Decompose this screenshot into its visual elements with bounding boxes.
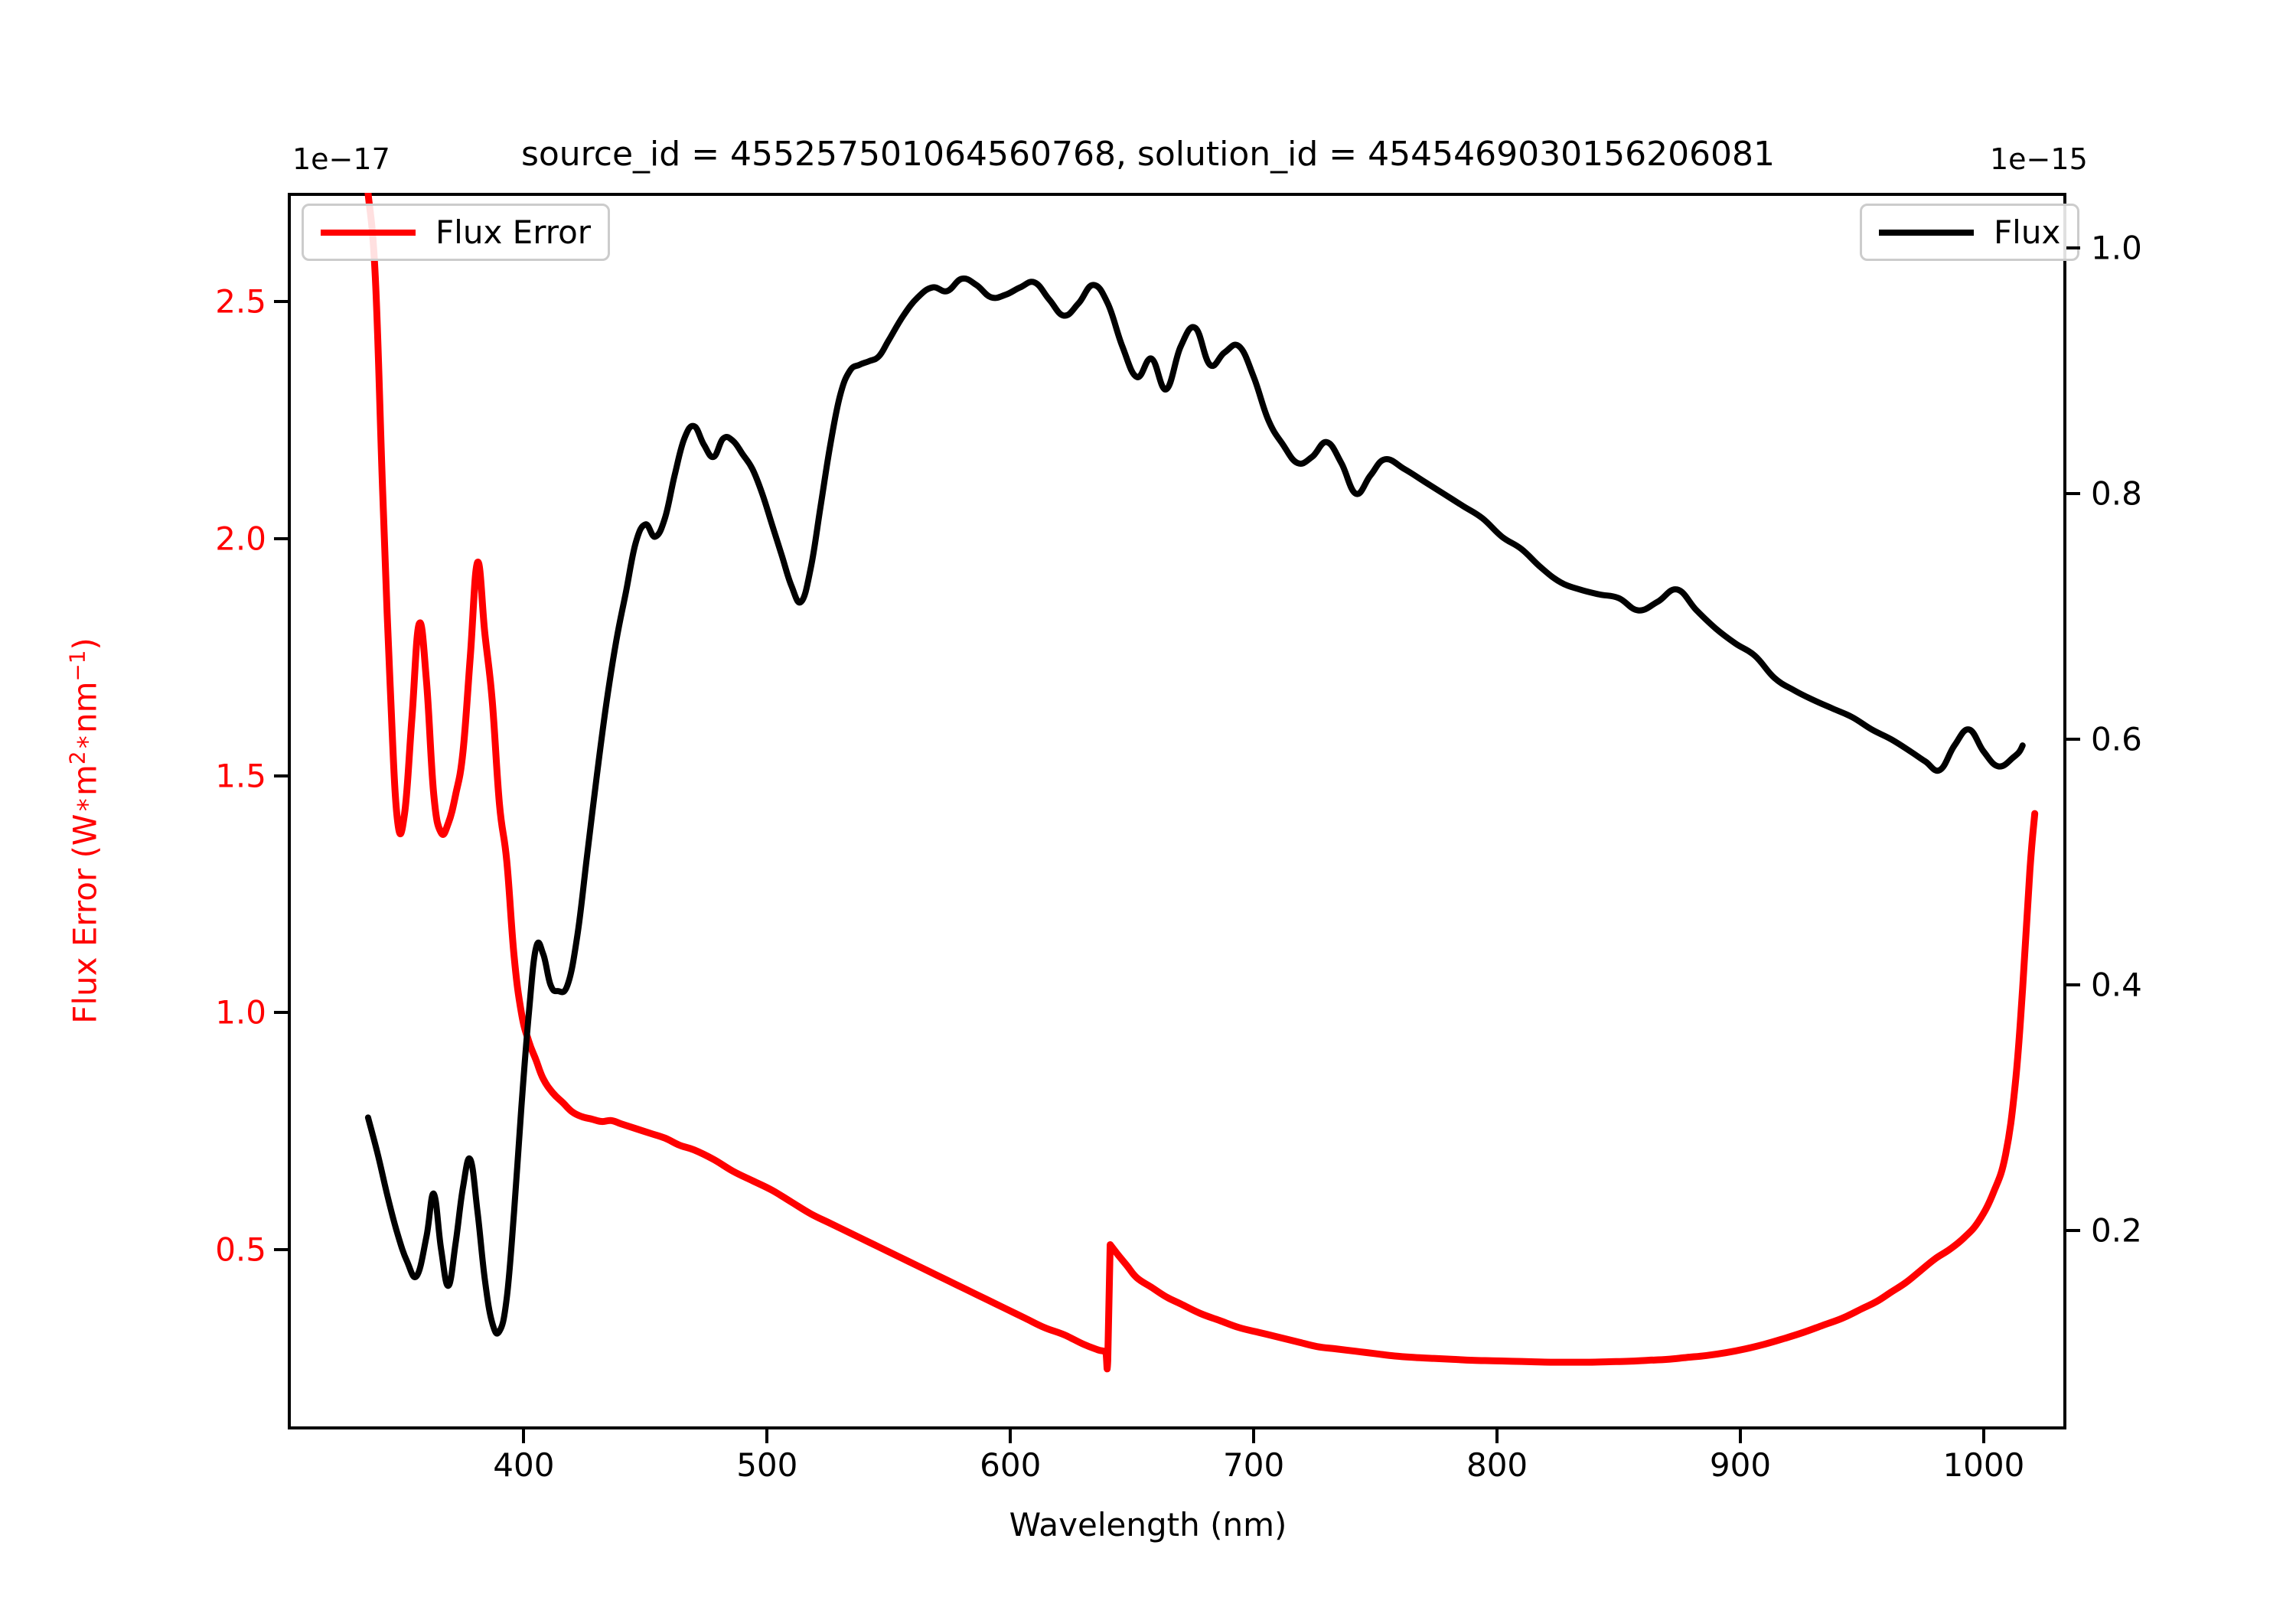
right-ytick-label: 0.2 <box>2091 1211 2142 1250</box>
flux-error-legend-label: Flux Error <box>435 214 592 251</box>
right-ytick-mark <box>2066 1229 2080 1233</box>
xtick-label: 500 <box>736 1446 798 1484</box>
xtick-mark <box>1495 1429 1499 1443</box>
xtick-label: 400 <box>493 1446 555 1484</box>
xtick-mark <box>1738 1429 1742 1443</box>
plot-area <box>364 193 2039 1372</box>
xtick-mark <box>1252 1429 1256 1443</box>
xtick-label: 800 <box>1466 1446 1528 1484</box>
right-ytick-label: 0.6 <box>2091 720 2142 758</box>
left-axis-offset-text: 1e−17 <box>292 142 390 176</box>
flux-series <box>364 275 2026 1337</box>
left-ytick-label: 1.0 <box>215 993 266 1032</box>
flux-line <box>364 275 2026 1337</box>
left-ytick-label: 2.0 <box>215 520 266 558</box>
xtick-mark <box>522 1429 526 1443</box>
chart-title: source_id = 455257501064560768, solution… <box>520 135 1776 174</box>
right-ytick-label: 0.4 <box>2091 966 2142 1004</box>
xtick-mark <box>1009 1429 1013 1443</box>
right-axis-offset-text: 1e−15 <box>1990 142 2088 176</box>
left-ytick-mark <box>274 1247 288 1251</box>
right-ytick-mark <box>2066 738 2080 742</box>
right-ytick-label: 0.8 <box>2091 474 2142 513</box>
flux-legend-swatch <box>1879 229 1974 236</box>
flux-error-line <box>364 193 2039 1372</box>
left-ytick-label: 2.5 <box>215 282 266 321</box>
legend-flux[interactable]: Flux <box>1860 204 2080 261</box>
plot-frame <box>288 193 2066 1429</box>
x-axis-label: Wavelength (nm) <box>1009 1506 1287 1543</box>
left-ytick-mark <box>274 1011 288 1015</box>
flux-error-series <box>364 193 2039 1372</box>
left-ytick-label: 0.5 <box>215 1231 266 1269</box>
right-ytick-mark <box>2066 983 2080 987</box>
xtick-label: 700 <box>1223 1446 1285 1484</box>
left-axis-label-text: Flux Error (W * m2 * nm−1) <box>64 637 104 1024</box>
left-ytick-mark <box>274 536 288 540</box>
xtick-mark <box>1981 1429 1985 1443</box>
right-ytick-mark <box>2066 492 2080 496</box>
right-ytick-label: 1.0 <box>2091 229 2142 267</box>
left-ytick-mark <box>274 300 288 304</box>
flux-error-legend-swatch <box>321 229 416 236</box>
xtick-label: 900 <box>1709 1446 1772 1484</box>
xtick-label: 600 <box>980 1446 1042 1484</box>
xtick-mark <box>765 1429 769 1443</box>
left-ytick-mark <box>274 774 288 777</box>
legend-flux-error[interactable]: Flux Error <box>302 204 611 261</box>
left-ytick-label: 1.5 <box>215 757 266 795</box>
right-ytick-mark <box>2066 246 2080 250</box>
xtick-label: 1000 <box>1942 1446 2025 1484</box>
left-axis-label: Flux Error (W * m2 * nm−1) <box>65 487 104 1175</box>
flux-legend-label: Flux <box>1994 214 2061 251</box>
